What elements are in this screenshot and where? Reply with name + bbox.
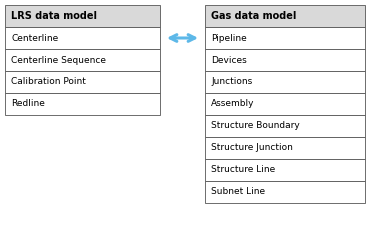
Text: Centerline: Centerline bbox=[11, 33, 58, 42]
Text: Pipeline: Pipeline bbox=[211, 33, 247, 42]
Text: Devices: Devices bbox=[211, 55, 247, 64]
Bar bbox=[205, 93, 365, 115]
Bar bbox=[5, 71, 160, 93]
Text: Structure Junction: Structure Junction bbox=[211, 143, 293, 152]
Bar bbox=[5, 49, 160, 71]
Bar bbox=[5, 93, 160, 115]
Bar bbox=[5, 27, 160, 49]
Bar bbox=[205, 137, 365, 159]
Text: Subnet Line: Subnet Line bbox=[211, 187, 265, 196]
Text: Assembly: Assembly bbox=[211, 100, 255, 109]
Text: Structure Boundary: Structure Boundary bbox=[211, 122, 300, 131]
Bar bbox=[205, 27, 365, 49]
Bar bbox=[5, 5, 160, 27]
Text: Structure Line: Structure Line bbox=[211, 165, 275, 174]
Text: Calibration Point: Calibration Point bbox=[11, 77, 86, 87]
Text: Junctions: Junctions bbox=[211, 77, 252, 87]
Text: Centerline Sequence: Centerline Sequence bbox=[11, 55, 106, 64]
Text: Gas data model: Gas data model bbox=[211, 11, 296, 21]
Bar bbox=[205, 71, 365, 93]
Text: Redline: Redline bbox=[11, 100, 45, 109]
Bar bbox=[205, 49, 365, 71]
Text: LRS data model: LRS data model bbox=[11, 11, 97, 21]
Bar bbox=[205, 159, 365, 181]
Bar bbox=[205, 115, 365, 137]
Bar bbox=[205, 181, 365, 203]
Bar bbox=[205, 5, 365, 27]
